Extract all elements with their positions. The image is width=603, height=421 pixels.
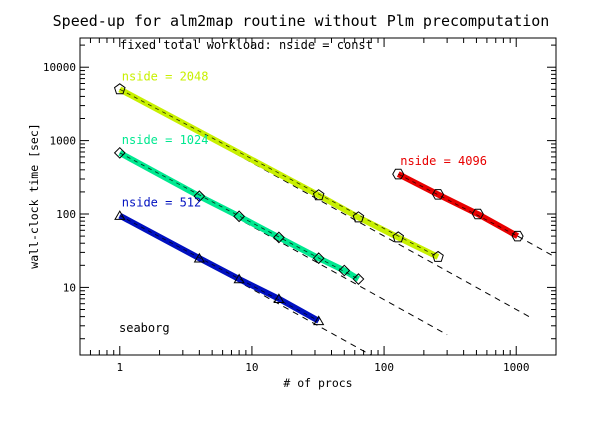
series-label: nside = 4096	[400, 154, 487, 168]
series-label: nside = 1024	[122, 133, 209, 147]
x-tick-label: 1	[116, 361, 123, 374]
data-point-diamond	[113, 146, 126, 159]
data-point-diamond	[352, 273, 365, 285]
series-labels: nside = 2048 nside = 1024 nside = 512 nside…	[122, 69, 487, 209]
chart-subtitle: fixed total workload: nside = const	[120, 38, 373, 52]
y-axis-label: wall-clock time [sec]	[27, 123, 41, 268]
series-ideal-overlay	[119, 88, 439, 258]
y-tick-label: 1000	[50, 135, 77, 148]
series-label: nside = 512	[122, 196, 201, 210]
series-label: nside = 2048	[122, 69, 209, 83]
data-point-diamond	[312, 252, 325, 265]
data-point-hexagon	[471, 208, 484, 220]
ideal-scaling-line	[119, 152, 448, 336]
series-layer	[113, 83, 524, 326]
y-tick-label: 10	[63, 281, 76, 294]
annotation-seaborg: seaborg	[119, 321, 170, 335]
data-point-pentagon	[113, 83, 126, 95]
data-point-diamond	[338, 264, 351, 277]
series-line	[118, 150, 361, 282]
plot-frame	[79, 37, 557, 356]
data-point-diamond	[193, 190, 206, 203]
data-point-hexagon	[431, 189, 445, 200]
data-point-pentagon	[312, 189, 325, 201]
data-point-hexagon	[392, 168, 405, 180]
data-point-triangle	[114, 210, 126, 220]
series-ideal-overlay	[398, 173, 518, 237]
series-ideal-overlay	[119, 152, 359, 280]
data-point-triangle	[193, 252, 205, 263]
data-point-triangle	[273, 293, 285, 304]
axis-ticks: 1 10 100 1000 10 100 1000 10000	[43, 38, 557, 374]
data-point-pentagon	[392, 231, 405, 243]
y-tick-label: 100	[56, 208, 76, 221]
x-tick-label: 1000	[503, 361, 530, 374]
series-ideal-overlay	[119, 215, 319, 322]
data-point-pentagon	[432, 250, 444, 262]
series-line	[118, 86, 440, 260]
ideal-scaling-line	[517, 235, 557, 258]
data-point-hexagon	[511, 230, 524, 242]
x-axis-label: # of procs	[283, 376, 352, 390]
data-point-triangle	[313, 315, 325, 326]
data-point-pentagon	[352, 211, 365, 223]
x-tick-label: 100	[374, 361, 394, 374]
data-point-triangle	[233, 273, 245, 284]
y-tick-label: 10000	[43, 61, 76, 74]
data-point-diamond	[233, 210, 246, 223]
data-point-diamond	[272, 231, 285, 244]
series-line	[396, 171, 520, 239]
chart-title: Speed-up for alm2map routine without Plm…	[53, 12, 550, 30]
series-line	[118, 213, 321, 324]
x-tick-label: 10	[245, 361, 258, 374]
